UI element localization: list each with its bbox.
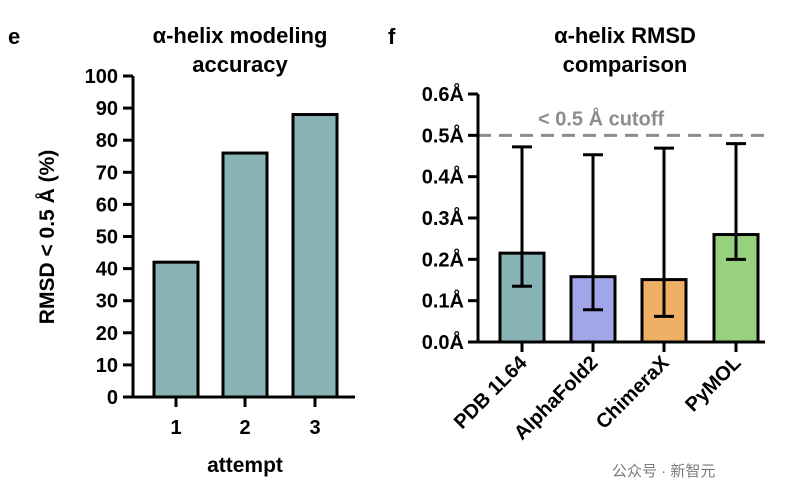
panel-e-x-tick-label: 3	[309, 417, 320, 439]
panel-f-y-tick-label: 0.5Å	[422, 123, 464, 147]
panel-e-y-tick-label: 90	[96, 98, 118, 120]
panel-e-title-line-1: α-helix modeling	[153, 23, 328, 48]
panel-f-y-tick-label: 0.6Å	[422, 82, 464, 106]
panel-e-y-tick-label: 30	[96, 291, 118, 313]
panel-letter-f: f	[388, 24, 396, 49]
watermark-text: 公众号 · 新智元	[612, 462, 715, 480]
panel-f-y-tick-label: 0.4Å	[422, 165, 464, 189]
panel-letter-e: e	[8, 24, 20, 49]
panel-f-y-tick-label: 0.2Å	[422, 247, 464, 271]
panel-e-y-tick-label: 100	[85, 66, 118, 88]
panel-f-chart: f α-helix RMSD comparison 0.0Å 0.1Å 0.2Å 0.…	[388, 23, 765, 445]
panel-e-y-tick-label: 50	[96, 227, 118, 249]
cutoff-reference-label: < 0.5 Å cutoff	[538, 106, 664, 130]
panel-e-y-tick-label: 80	[96, 130, 118, 152]
panel-e-y-tick-label: 40	[96, 259, 118, 281]
panel-e-x-axis-label: attempt	[207, 454, 283, 477]
panel-e-bar	[221, 151, 269, 399]
panel-e-chart: e α-helix modeling accuracy RMSD < 0.5 Å…	[8, 23, 355, 477]
panel-e-y-tick-label: 0	[107, 387, 118, 409]
panel-f-y-tick-label: 0.1Å	[422, 289, 464, 313]
panel-f-title-line-1: α-helix RMSD	[554, 23, 696, 48]
panel-f-y-tick-label: 0.0Å	[422, 330, 464, 354]
panel-e-y-tick-label: 60	[96, 194, 118, 216]
panel-e-bar	[291, 113, 339, 399]
panel-f-y-tick-label: 0.3Å	[422, 206, 464, 230]
panel-e-y-axis-label: RMSD < 0.5 Å (%)	[35, 150, 59, 324]
panel-f-x-tick-label: PyMOL	[681, 352, 745, 416]
panel-e-x-tick-label: 1	[170, 417, 181, 439]
panel-f-x-tick-label: ChimeraX	[592, 352, 674, 434]
panel-e-y-tick-label: 20	[96, 323, 118, 345]
panel-e-x-tick-label: 2	[239, 417, 250, 439]
panel-e-title-line-2: accuracy	[192, 52, 288, 77]
panel-e-y-tick-label: 10	[96, 355, 118, 377]
panel-e-bar	[152, 260, 200, 399]
panel-f-title-line-2: comparison	[563, 52, 688, 77]
panel-e-y-tick-label: 70	[96, 162, 118, 184]
